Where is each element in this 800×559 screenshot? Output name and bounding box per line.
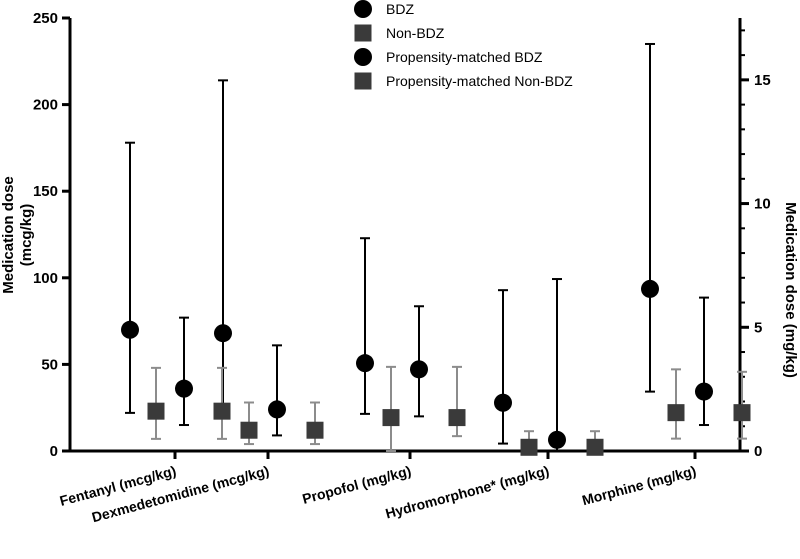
right-axis-title: Medication dose (mg/kg) [782, 202, 799, 378]
x-category-label: Propofol (mg/kg) [300, 462, 412, 506]
left-axis-title: Medication dose(mcg/kg) [0, 176, 35, 294]
left-tick-label: 0 [50, 443, 58, 460]
data-point-circle [214, 324, 232, 343]
data-point-circle [356, 354, 374, 373]
data-point-circle [121, 320, 139, 339]
legend: BDZ Non-BDZ Propensity-matched BDZ Propensi… [354, 0, 573, 90]
data-point-circle [641, 279, 659, 298]
left-tick-label: 100 [33, 270, 58, 287]
data-point-square [733, 404, 751, 422]
data-point-circle [410, 360, 428, 379]
data-point-square [586, 438, 604, 456]
data-point-square [382, 409, 400, 427]
data-point-square [213, 402, 231, 420]
legend-label: Propensity-matched Non-BDZ [386, 73, 573, 89]
right-tick-label: 10 [754, 196, 771, 213]
legend-marker-square [354, 72, 372, 90]
left-axis-title-line: (mcg/kg) [18, 204, 35, 267]
legend-marker-square [354, 24, 372, 42]
data-point-square [520, 438, 538, 456]
left-tick-label: 50 [41, 356, 58, 373]
legend-marker-circle [354, 48, 372, 66]
right-tick-label: 5 [754, 319, 762, 336]
data-point-square [240, 421, 258, 439]
left-tick-label: 250 [33, 10, 58, 27]
legend-marker-circle [354, 0, 372, 18]
data-point-circle [695, 382, 713, 401]
data-point-square [667, 404, 685, 422]
x-category-label: Morphine (mg/kg) [580, 462, 698, 508]
data-point-square [448, 409, 466, 427]
data-point-square [306, 421, 324, 439]
data-point-circle [268, 400, 286, 419]
data-point-circle [494, 393, 512, 412]
left-tick-label: 200 [33, 97, 58, 114]
right-tick-label: 0 [754, 443, 762, 460]
legend-label: Propensity-matched BDZ [386, 49, 543, 65]
right-tick-label: 15 [754, 72, 771, 89]
legend-label: BDZ [386, 1, 414, 17]
left-axis-title-line: Medication dose [0, 176, 17, 294]
data-point-circle [175, 379, 193, 398]
data-point-circle [548, 430, 566, 449]
data-point-square [147, 402, 165, 420]
chart-marks [121, 42, 751, 456]
legend-label: Non-BDZ [386, 25, 445, 41]
left-tick-label: 150 [33, 183, 58, 200]
